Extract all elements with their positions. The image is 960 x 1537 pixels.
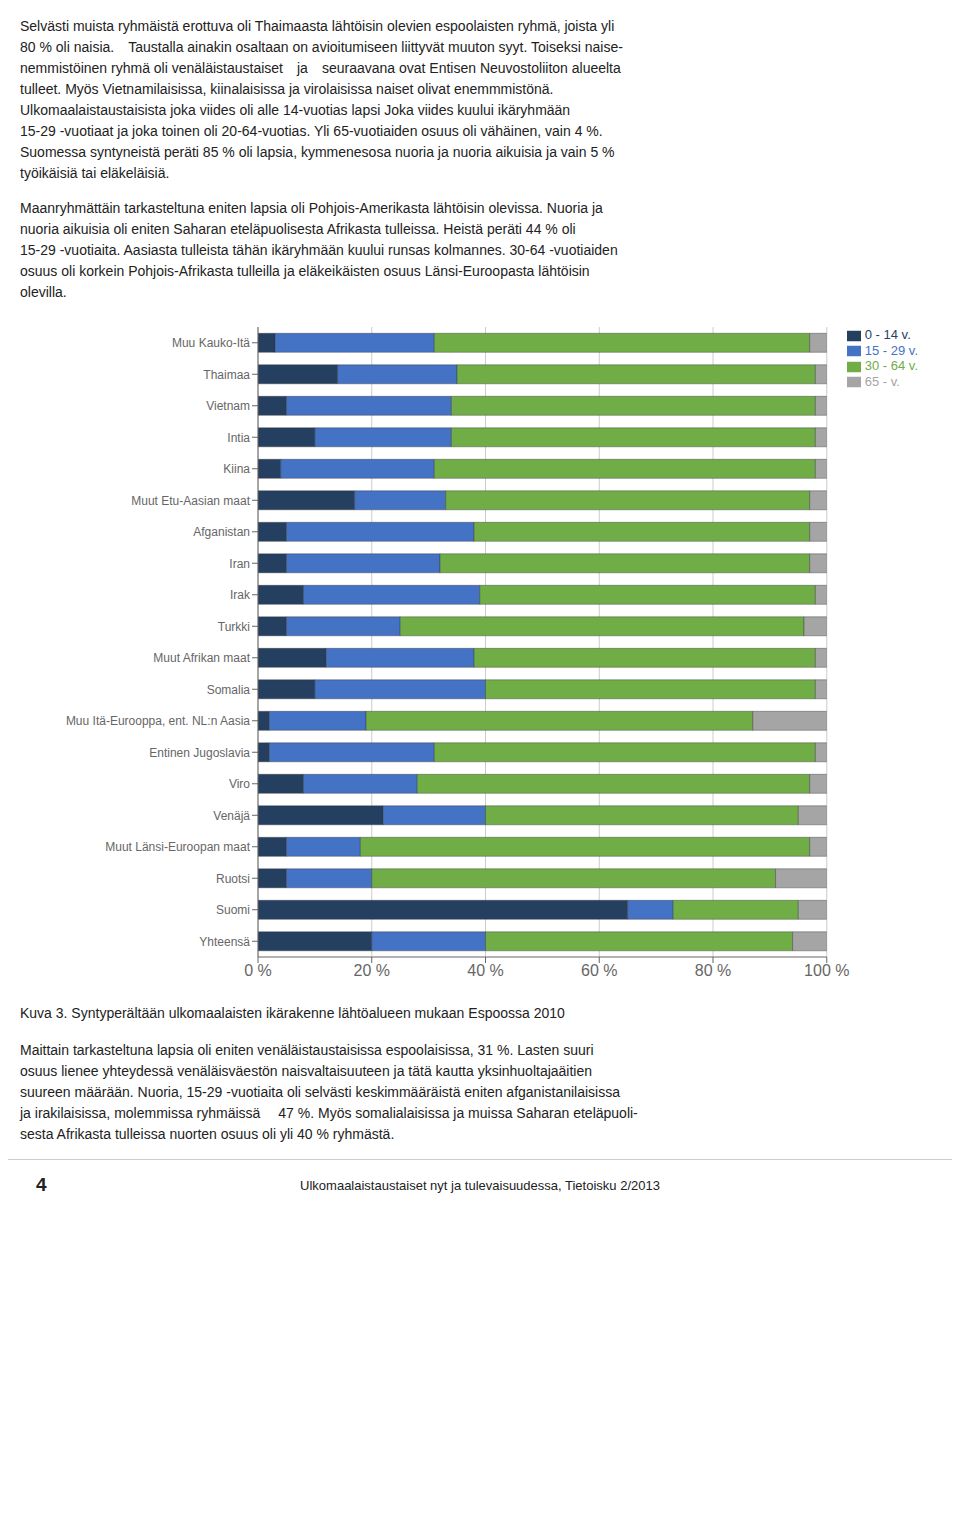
svg-text:Suomi: Suomi: [216, 903, 250, 917]
svg-text:100 %: 100 %: [804, 962, 849, 979]
html-text:Ulkomaalaistaustaiset nyt ja t: Ulkomaalaistaustaiset nyt ja tulevaisuud…: [300, 1177, 660, 1193]
html-text:Selvästi muista ryhmäistä erot: Selvästi muista ryhmäistä erottuva oli T…: [20, 18, 623, 181]
svg-text:80 %: 80 %: [695, 962, 731, 979]
svg-text:Turkki: Turkki: [218, 620, 250, 634]
svg-text:40 %: 40 %: [467, 962, 503, 979]
svg-text:Muu Itä-Eurooppa, ent. NL:n Aa: Muu Itä-Eurooppa, ent. NL:n Aasia: [66, 714, 250, 728]
html-text:Kuva 3. Syntyperältään ulkomaa: Kuva 3. Syntyperältään ulkomaalaisten ik…: [20, 1005, 565, 1021]
svg-text:Yhteensä: Yhteensä: [199, 935, 250, 949]
html-text:4: 4: [36, 1174, 47, 1195]
svg-text:Iran: Iran: [229, 557, 250, 571]
svg-text:Venäjä: Venäjä: [213, 809, 250, 823]
svg-text:Vietnam: Vietnam: [206, 399, 250, 413]
svg-text:Viro: Viro: [229, 777, 250, 791]
html-text:0 - 14 v.: 0 - 14 v.: [864, 327, 911, 342]
html-text:15 - 29 v.: 15 - 29 v.: [864, 342, 918, 358]
html-text:65 - v.: 65 - v.: [864, 373, 900, 389]
svg-text:Somalia: Somalia: [207, 683, 251, 697]
svg-text:Kiina: Kiina: [223, 462, 250, 476]
svg-text:Muut Afrikan maat: Muut Afrikan maat: [153, 651, 250, 665]
svg-text:Intia: Intia: [227, 431, 250, 445]
svg-text:Irak: Irak: [230, 588, 251, 602]
svg-text:60 %: 60 %: [581, 962, 617, 979]
svg-text:0 %: 0 %: [244, 962, 272, 979]
svg-text:Ruotsi: Ruotsi: [216, 872, 250, 886]
svg-text:Muu Kauko-Itä: Muu Kauko-Itä: [172, 336, 250, 350]
svg-text:Thaimaa: Thaimaa: [203, 368, 250, 382]
html-text:Maittain tarkasteltuna lapsia: Maittain tarkasteltuna lapsia oli eniten…: [20, 1042, 638, 1142]
svg-text:Entinen Jugoslavia: Entinen Jugoslavia: [149, 746, 250, 760]
svg-text:Muut Etu-Aasian maat: Muut Etu-Aasian maat: [131, 494, 250, 508]
svg-text:Muut Länsi-Euroopan maat: Muut Länsi-Euroopan maat: [105, 840, 250, 854]
svg-text:Afganistan: Afganistan: [193, 525, 250, 539]
svg-text:20 %: 20 %: [354, 962, 390, 979]
html-text:Maanryhmättäin tarkasteltuna e: Maanryhmättäin tarkasteltuna eniten laps…: [20, 200, 618, 300]
html-text:30 - 64 v.: 30 - 64 v.: [864, 358, 918, 374]
